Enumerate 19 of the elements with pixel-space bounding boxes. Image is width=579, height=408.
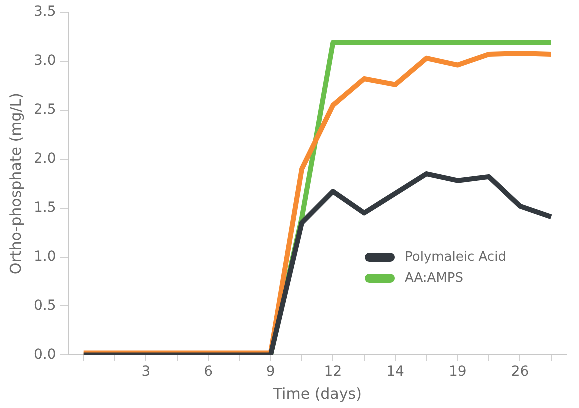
y-tick-label: 1.5 [34, 200, 56, 216]
x-tick-label: 19 [448, 364, 467, 380]
y-tick-label: 2.0 [34, 150, 56, 167]
x-tick-label: 12 [324, 364, 342, 380]
x-tick-label: 9 [266, 364, 276, 380]
legend-label: AA:AMPS [405, 271, 464, 286]
x-tick-label: 3 [142, 364, 151, 380]
x-tick-label: 14 [386, 364, 405, 380]
legend-label: Polymaleic Acid [405, 250, 506, 265]
y-tick-label: 3.0 [34, 53, 56, 70]
y-tick-label: 0.5 [34, 298, 56, 314]
x-tick-label: 6 [204, 364, 214, 380]
x-tick-label: 26 [511, 364, 530, 380]
y-tick-label: 0.0 [34, 346, 56, 363]
y-tick-label: 1.0 [34, 248, 56, 265]
y-tick-label: 2.5 [34, 102, 56, 118]
x-axis-title: Time (days) [272, 384, 362, 403]
y-tick-label: 3.5 [34, 4, 56, 20]
y-axis-title: Ortho-phosphate (mg/L) [6, 92, 25, 275]
